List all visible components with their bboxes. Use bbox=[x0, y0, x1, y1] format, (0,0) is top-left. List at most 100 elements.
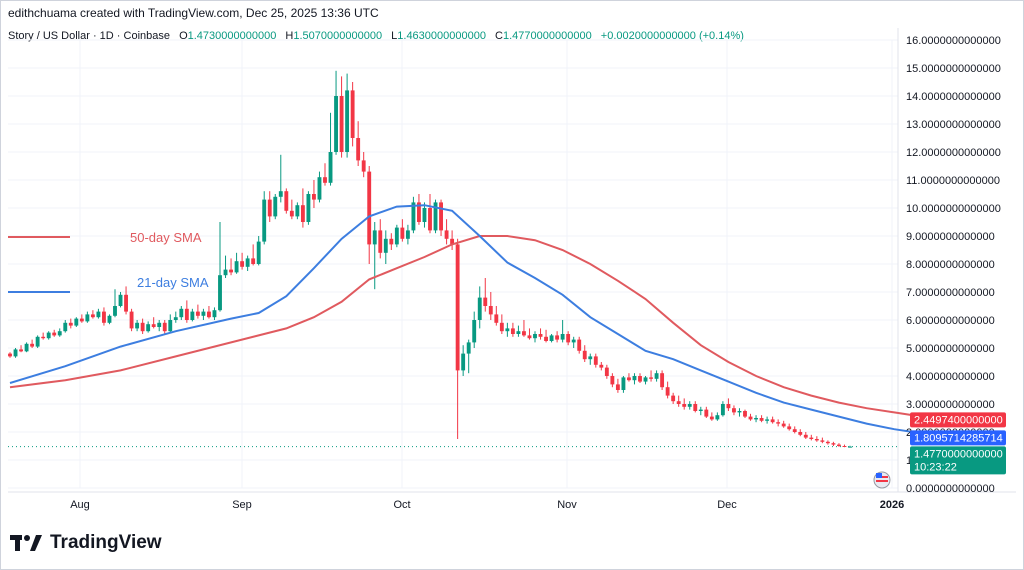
candle-body bbox=[494, 314, 499, 323]
candle-body bbox=[306, 194, 311, 222]
candle-body bbox=[759, 418, 764, 421]
candle-body bbox=[527, 335, 532, 339]
candle-body bbox=[151, 324, 156, 327]
candle-body bbox=[262, 199, 267, 242]
candle-body bbox=[632, 376, 637, 381]
time-axis[interactable]: Aug Sep Oct Nov Dec 2026 bbox=[70, 499, 904, 511]
candle-body bbox=[68, 322, 73, 326]
candle-body bbox=[798, 432, 803, 435]
candle-body bbox=[124, 294, 128, 312]
candle-body bbox=[345, 90, 350, 152]
candle-body bbox=[201, 311, 206, 316]
brand-name: TradingView bbox=[50, 532, 162, 553]
y-tick-label: 8.0000000000000 bbox=[906, 259, 995, 271]
candle-body bbox=[256, 241, 261, 264]
candle-body bbox=[848, 446, 852, 448]
candle-body bbox=[323, 177, 327, 183]
candle-body bbox=[113, 306, 117, 316]
candle-body bbox=[129, 311, 134, 329]
y-tick-label: 14.0000000000000 bbox=[906, 91, 1001, 103]
candle-body bbox=[660, 373, 665, 388]
candle-body bbox=[356, 138, 361, 161]
candle-body bbox=[533, 334, 537, 339]
candle-body bbox=[704, 409, 709, 417]
candles bbox=[8, 70, 852, 448]
candle-body bbox=[240, 261, 245, 267]
candle-body bbox=[610, 376, 615, 385]
candle-body bbox=[52, 332, 57, 336]
candle-body bbox=[383, 238, 388, 253]
candle-body bbox=[96, 311, 101, 318]
candle-body bbox=[566, 334, 571, 343]
x-tick-label: Sep bbox=[232, 499, 252, 511]
candle-body bbox=[444, 230, 449, 239]
candle-body bbox=[267, 199, 272, 217]
candle-body bbox=[35, 336, 40, 347]
candle-body bbox=[698, 409, 703, 411]
y-tick-label: 12.0000000000000 bbox=[906, 147, 1001, 159]
attribution-caption: edithchuama created with TradingView.com… bbox=[8, 6, 379, 20]
candle-body bbox=[477, 297, 482, 320]
candle-body bbox=[212, 310, 217, 318]
candle-body bbox=[289, 210, 294, 217]
price-tag bbox=[910, 412, 1006, 428]
candle-body bbox=[709, 416, 714, 420]
candle-body bbox=[168, 320, 173, 332]
candle-body bbox=[820, 440, 825, 442]
candle-body bbox=[30, 343, 35, 347]
low-value: 1.4630000000000 bbox=[397, 30, 486, 42]
candle-body bbox=[394, 227, 399, 245]
y-tick-label: 6.0000000000000 bbox=[906, 315, 995, 327]
y-tick-label: 5.0000000000000 bbox=[906, 343, 995, 355]
candle-body bbox=[433, 202, 438, 231]
symbol-info-row: Story / US Dollar · 1D · Coinbase O1.473… bbox=[8, 30, 744, 42]
candle-body bbox=[455, 244, 460, 371]
candle-body bbox=[107, 315, 112, 323]
candle-body bbox=[499, 322, 504, 332]
candle-body bbox=[85, 314, 90, 322]
candle-body bbox=[720, 404, 725, 416]
candle-body bbox=[367, 171, 372, 245]
candle-body bbox=[295, 205, 300, 217]
candle-body bbox=[173, 317, 178, 320]
candle-body bbox=[643, 377, 648, 382]
candle-body bbox=[472, 320, 477, 343]
candle-body bbox=[466, 342, 471, 354]
close-label: C bbox=[495, 30, 503, 42]
grid bbox=[8, 28, 1016, 493]
candle-body bbox=[809, 437, 814, 439]
candle-body bbox=[549, 335, 554, 341]
candle-body bbox=[234, 261, 239, 273]
candle-body bbox=[787, 426, 792, 430]
candle-body bbox=[273, 196, 278, 217]
legend-label: 50-day SMA bbox=[130, 230, 202, 245]
candle-body bbox=[693, 404, 698, 411]
candle-body bbox=[223, 269, 228, 276]
candle-body bbox=[378, 230, 383, 253]
us-flag-canton-icon bbox=[876, 473, 882, 478]
candle-body bbox=[770, 419, 775, 423]
candle-body bbox=[682, 404, 687, 407]
candle-body bbox=[814, 439, 819, 441]
moving-averages bbox=[9, 204, 939, 439]
candle-body bbox=[510, 328, 515, 334]
close-value: 1.4770000000000 bbox=[503, 30, 592, 42]
change-value: +0.0020000000000 (+0.14%) bbox=[600, 30, 744, 42]
candle-body bbox=[825, 441, 830, 444]
symbol-title[interactable]: Story / US Dollar · 1D · Coinbase bbox=[8, 30, 170, 42]
candle-body bbox=[792, 429, 797, 432]
candle-body bbox=[146, 324, 151, 332]
candle-body bbox=[300, 205, 305, 222]
candle-body bbox=[389, 238, 394, 245]
y-tick-label: 7.0000000000000 bbox=[906, 287, 995, 299]
candle-body bbox=[162, 322, 167, 332]
x-tick-label: Oct bbox=[393, 499, 410, 511]
candle-body bbox=[350, 90, 355, 138]
price-tag-label: 2.4497400000000 bbox=[914, 414, 1003, 426]
x-tick-label: Nov bbox=[557, 499, 577, 511]
open-value: 1.4730000000000 bbox=[187, 30, 277, 42]
tradingview-logo[interactable]: TradingView bbox=[10, 532, 162, 554]
candle-body bbox=[312, 194, 316, 200]
y-tick-label: 4.0000000000000 bbox=[906, 371, 995, 383]
